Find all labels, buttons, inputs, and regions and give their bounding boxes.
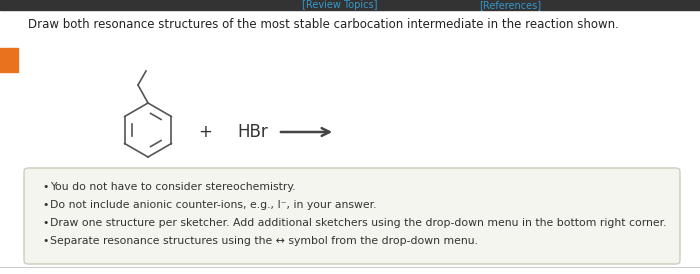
Bar	[0, 0, 700, 10]
Text: HBr: HBr	[237, 123, 268, 141]
Text: •: •	[42, 236, 48, 246]
Text: +: +	[198, 123, 212, 141]
FancyBboxPatch shape	[24, 168, 680, 264]
Text: [Review Topics]: [Review Topics]	[302, 0, 378, 10]
Bar	[0, 48, 18, 72]
Text: •: •	[42, 200, 48, 210]
Text: [References]: [References]	[479, 0, 541, 10]
FancyArrowPatch shape	[281, 128, 330, 136]
Text: •: •	[42, 218, 48, 228]
Text: Draw both resonance structures of the most stable carbocation intermediate in th: Draw both resonance structures of the mo…	[28, 18, 619, 31]
Text: Draw one structure per sketcher. Add additional sketchers using the drop-down me: Draw one structure per sketcher. Add add…	[50, 218, 666, 228]
Text: Do not include anionic counter-ions, e.g., I⁻, in your answer.: Do not include anionic counter-ions, e.g…	[50, 200, 377, 210]
Text: You do not have to consider stereochemistry.: You do not have to consider stereochemis…	[50, 182, 295, 192]
Text: •: •	[42, 182, 48, 192]
Text: Separate resonance structures using the ↔ symbol from the drop-down menu.: Separate resonance structures using the …	[50, 236, 478, 246]
